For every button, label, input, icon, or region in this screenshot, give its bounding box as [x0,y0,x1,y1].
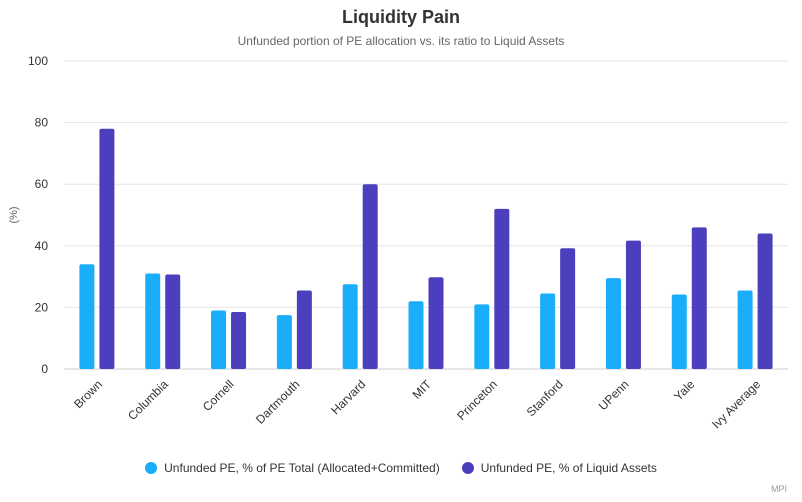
bar-series-2-columbia [165,274,181,369]
y-axis-title: (%) [8,206,20,223]
bar-series-2-dartmouth [296,290,312,369]
legend-item-series-2[interactable]: Unfunded PE, % of Liquid Assets [461,461,657,475]
bar-series-1-upenn [605,278,621,369]
bar-series-1-yale [671,294,687,369]
x-tick-label: MIT [410,377,435,402]
bar-series-1-cornell [211,310,227,369]
bar-series-1-princeton [474,304,490,369]
chart-legend: Unfunded PE, % of PE Total (Allocated+Co… [0,461,802,475]
y-tick-label: 100 [28,54,48,68]
x-tick-label: UPenn [596,377,632,413]
chart-subtitle: Unfunded portion of PE allocation vs. it… [237,34,565,48]
legend-marker-series-1 [145,462,158,474]
bar-series-2-ivy-average [757,233,773,369]
bar-series-2-cornell [231,312,247,369]
y-tick-label: 20 [35,300,49,314]
x-tick-label: Cornell [200,377,237,414]
bar-series-1-dartmouth [276,315,292,369]
bar-series-2-brown [99,128,115,369]
bar-series-2-yale [691,227,707,369]
legend-label-series-2: Unfunded PE, % of Liquid Assets [480,461,657,475]
bar-series-2-stanford [560,248,576,369]
y-tick-label: 80 [35,116,49,130]
x-tick-label: Dartmouth [253,377,303,427]
chart-title: Liquidity Pain [341,7,460,27]
bar-series-1-harvard [342,284,358,369]
x-tick-label: Stanford [524,377,566,419]
x-tick-label: Princeton [454,377,500,423]
y-tick-label: 0 [41,362,48,376]
chart-credit: MPI [770,484,787,494]
x-tick-label: Ivy Average [709,377,763,431]
bar-series-1-mit [408,301,424,369]
bar-chart: 0 20 40 60 80 100 (%) Brown Columbia Cornell Dartm… [8,54,788,431]
x-tick-label: Yale [671,377,697,403]
legend-item-series-1[interactable]: Unfunded PE, % of PE Total (Allocated+Co… [145,461,440,475]
y-tick-label: 40 [35,239,49,253]
bar-series-1-brown [79,264,95,369]
bar-series-2-princeton [494,208,510,369]
bar-series-2-mit [428,277,444,369]
x-tick-label: Harvard [328,377,368,417]
bar-series-1-columbia [145,273,161,369]
bar-series-1-stanford [540,293,556,369]
bar-series-1-ivy-average [737,290,753,369]
x-tick-label: Columbia [125,377,171,423]
bar-series-2-upenn [625,240,641,369]
legend-label-series-1: Unfunded PE, % of PE Total (Allocated+Co… [164,461,440,475]
x-tick-label: Brown [71,377,105,411]
legend-marker-series-2 [461,462,474,474]
bar-series-2-harvard [362,184,378,369]
y-tick-label: 60 [35,177,49,191]
